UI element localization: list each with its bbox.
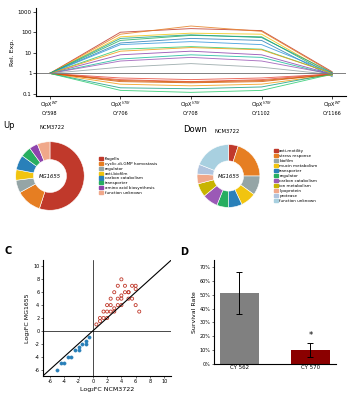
Text: MG1655: MG1655 — [217, 174, 240, 178]
Point — [76, 344, 81, 350]
Wedge shape — [199, 144, 228, 170]
Y-axis label: Rel. Exp.: Rel. Exp. — [10, 38, 15, 66]
Point — [129, 296, 135, 302]
Point — [115, 282, 121, 289]
Wedge shape — [228, 144, 238, 162]
Legend: anti-motility, stress response, biofilm, mucin metabolism, transporter, regulato: anti-motility, stress response, biofilm,… — [274, 150, 318, 202]
Wedge shape — [37, 142, 50, 161]
Point — [136, 308, 142, 315]
Wedge shape — [20, 184, 45, 208]
Point — [94, 321, 99, 328]
Point — [111, 308, 117, 315]
Wedge shape — [16, 170, 34, 180]
X-axis label: Log₂FC NCM3722: Log₂FC NCM3722 — [80, 387, 134, 392]
Wedge shape — [204, 186, 223, 205]
Point — [119, 296, 124, 302]
Point — [115, 296, 121, 302]
Y-axis label: Survival Rate: Survival Rate — [192, 291, 197, 333]
Point — [86, 334, 92, 340]
Point — [97, 318, 103, 324]
Point — [83, 337, 89, 344]
Point — [119, 292, 124, 299]
Wedge shape — [217, 190, 228, 208]
Wedge shape — [30, 144, 44, 163]
Point — [111, 305, 117, 312]
Point — [101, 308, 106, 315]
Point — [122, 282, 128, 289]
Text: D: D — [180, 247, 188, 257]
Point — [69, 354, 74, 360]
Point — [119, 276, 124, 282]
Point — [79, 340, 85, 347]
Point — [133, 286, 139, 292]
Point — [54, 366, 60, 373]
Text: NCM3722: NCM3722 — [214, 128, 240, 134]
Point — [129, 282, 135, 289]
Point — [119, 302, 124, 308]
Point — [108, 308, 114, 315]
Wedge shape — [16, 156, 37, 173]
Point — [104, 308, 110, 315]
Wedge shape — [233, 146, 260, 176]
Text: MG1655: MG1655 — [39, 174, 61, 178]
Wedge shape — [198, 180, 217, 196]
Wedge shape — [22, 148, 40, 166]
Wedge shape — [228, 190, 242, 208]
Point — [58, 360, 64, 366]
Point — [126, 289, 131, 296]
Wedge shape — [197, 164, 215, 175]
Point — [108, 302, 114, 308]
Point — [111, 289, 117, 296]
Point — [108, 296, 114, 302]
Point — [104, 302, 110, 308]
Wedge shape — [16, 178, 36, 192]
Text: *: * — [308, 332, 313, 340]
Point — [72, 347, 78, 354]
Wedge shape — [197, 174, 214, 184]
Wedge shape — [39, 142, 84, 210]
Point — [97, 315, 103, 321]
Text: NCM3722: NCM3722 — [40, 125, 65, 130]
Point — [104, 315, 110, 321]
Point — [76, 347, 81, 354]
Point — [101, 315, 106, 321]
Wedge shape — [235, 185, 254, 204]
Point — [122, 289, 128, 296]
Point — [126, 296, 131, 302]
Y-axis label: Log₂FC MG1655: Log₂FC MG1655 — [25, 293, 30, 343]
Point — [115, 302, 121, 308]
Point — [126, 289, 131, 296]
Point — [133, 282, 139, 289]
Point — [61, 360, 67, 366]
Wedge shape — [241, 176, 260, 194]
Text: Up: Up — [3, 121, 14, 130]
Point — [65, 354, 71, 360]
Text: A: A — [8, 0, 15, 1]
Text: C: C — [4, 246, 11, 256]
Point — [83, 340, 89, 347]
Legend: flagella, cyclic-di-GMP homostasis, regulator, anti-biofilm, carbon catabolism, : flagella, cyclic-di-GMP homostasis, regu… — [99, 157, 157, 195]
Text: Down: Down — [183, 124, 207, 134]
Point — [133, 302, 139, 308]
Bar — [220, 293, 259, 364]
Bar — [291, 350, 330, 364]
